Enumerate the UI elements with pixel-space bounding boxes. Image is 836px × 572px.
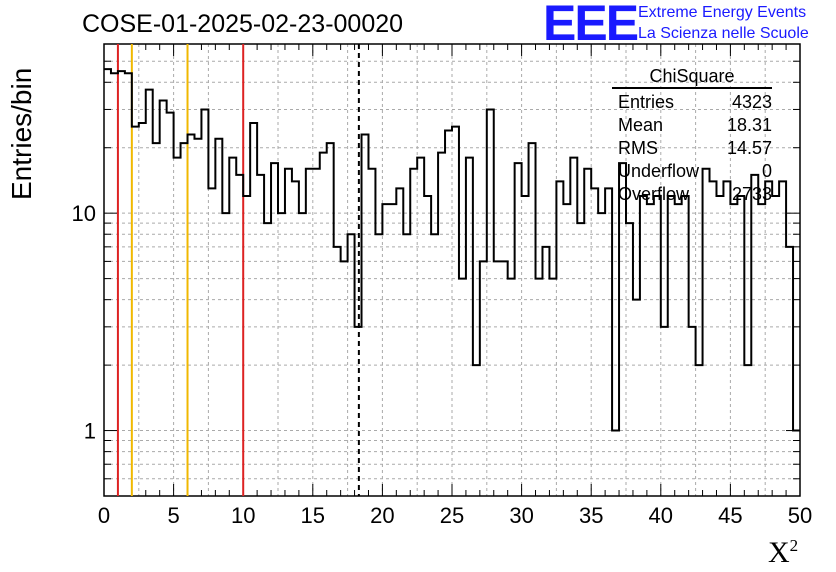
x-tick-label: 50 [788, 503, 812, 528]
x-tick-label: 35 [579, 503, 603, 528]
stats-value: 18.31 [726, 115, 772, 135]
stats-label: RMS [618, 138, 658, 158]
stats-row-entries: Entries 4323 [612, 91, 772, 114]
x-tick-label: 45 [718, 503, 742, 528]
stats-value: 2733 [731, 184, 772, 204]
stats-label: Entries [618, 92, 675, 112]
logo-subtitle-2: La Scienza nelle Scuole [638, 25, 809, 42]
stats-label: Underflow [618, 161, 700, 181]
chart-title: COSE-01-2025-02-23-00020 [82, 10, 404, 38]
x-tick-label: 0 [98, 503, 110, 528]
y-tick-label: 10 [72, 201, 96, 226]
x-tick-label: 20 [370, 503, 394, 528]
stats-value: 0 [761, 161, 772, 181]
stats-row-mean: Mean 18.31 [612, 114, 772, 137]
stats-row-rms: RMS 14.57 [612, 137, 772, 160]
histogram-series [104, 68, 800, 432]
x-tick-label: 40 [649, 503, 673, 528]
stats-row-overflow: Overflow 2733 [612, 183, 772, 206]
stats-label: Overflow [618, 184, 690, 204]
x-axis-label: X2 [768, 536, 798, 570]
x-tick-label: 30 [509, 503, 533, 528]
eee-logo: EEE [543, 0, 639, 51]
x-tick-label: 25 [440, 503, 464, 528]
x-tick-label: 10 [231, 503, 255, 528]
stats-value: 4323 [731, 92, 772, 112]
y-tick-label: 1 [84, 419, 96, 444]
x-axis-label-exponent: 2 [789, 536, 799, 555]
stats-title: ChiSquare [612, 66, 772, 89]
stats-value: 14.57 [726, 138, 772, 158]
x-tick-label: 15 [301, 503, 325, 528]
logo-subtitle-1: Extreme Energy Events [638, 4, 807, 21]
stats-row-underflow: Underflow 0 [612, 160, 772, 183]
x-tick-label: 5 [167, 503, 179, 528]
stats-label: Mean [618, 115, 664, 135]
x-axis-label-main: X [768, 536, 790, 569]
stats-box: ChiSquare Entries 4323 Mean 18.31 RMS 14.57… [612, 66, 772, 206]
